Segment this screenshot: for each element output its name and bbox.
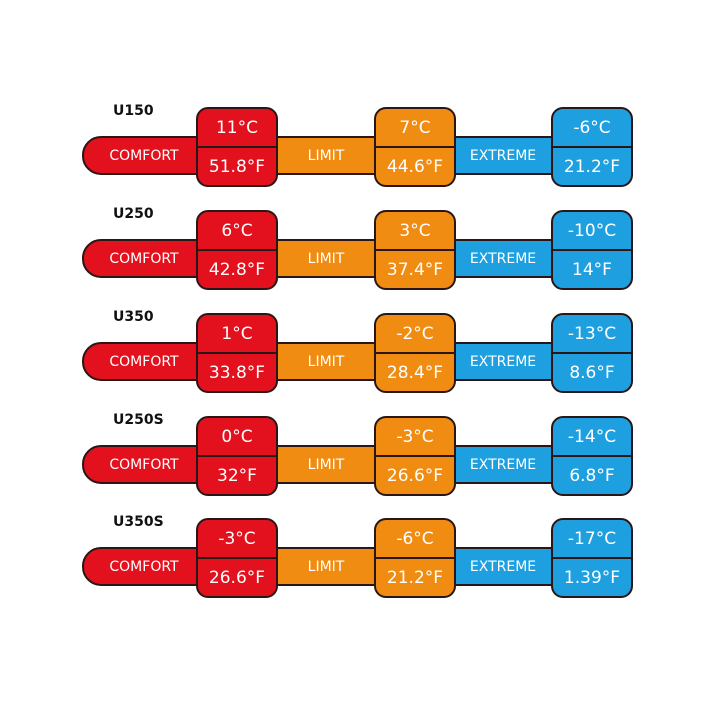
model-label: U250 [113, 206, 154, 222]
limit-fahrenheit: 26.6°F [386, 466, 444, 486]
comfort-fahrenheit: 32°F [217, 466, 257, 486]
comfort-celsius: 0°C [198, 418, 276, 457]
comfort-fahrenheit: 42.8°F [208, 260, 266, 280]
extreme-temperature-box: -14°C 6.8°F [551, 416, 633, 496]
extreme-fahrenheit: 21.2°F [563, 157, 621, 177]
comfort-temperature-box: 6°C 42.8°F [196, 210, 278, 290]
comfort-zone-bar: COMFORT [82, 342, 206, 381]
rating-row: U250S COMFORT LIMIT EXTREME 0°C 32°F -3°C 2… [0, 412, 720, 506]
extreme-celsius: -17°C [553, 520, 631, 559]
extreme-temperature-box: -13°C 8.6°F [551, 313, 633, 393]
extreme-celsius: -13°C [553, 315, 631, 354]
comfort-zone-bar: COMFORT [82, 136, 206, 175]
comfort-celsius: 11°C [198, 109, 276, 148]
comfort-fahrenheit: 26.6°F [208, 568, 266, 588]
extreme-zone-bar: EXTREME [453, 136, 553, 175]
model-label: U150 [113, 103, 154, 119]
comfort-zone-bar: COMFORT [82, 239, 206, 278]
limit-zone-bar: LIMIT [276, 342, 376, 381]
extreme-temperature-box: -17°C 1.39°F [551, 518, 633, 598]
extreme-temperature-box: -10°C 14°F [551, 210, 633, 290]
limit-temperature-box: -6°C 21.2°F [374, 518, 456, 598]
extreme-fahrenheit: 6.8°F [569, 466, 615, 486]
extreme-celsius: -6°C [553, 109, 631, 148]
extreme-fahrenheit: 14°F [572, 260, 612, 280]
limit-temperature-box: 7°C 44.6°F [374, 107, 456, 187]
comfort-zone-bar: COMFORT [82, 445, 206, 484]
extreme-celsius: -10°C [553, 212, 631, 251]
rating-row: U350S COMFORT LIMIT EXTREME -3°C 26.6°F -6°… [0, 514, 720, 608]
model-label: U250S [113, 412, 164, 428]
limit-fahrenheit: 44.6°F [386, 157, 444, 177]
limit-celsius: -3°C [376, 418, 454, 457]
limit-zone-bar: LIMIT [276, 239, 376, 278]
limit-fahrenheit: 37.4°F [386, 260, 444, 280]
extreme-zone-bar: EXTREME [453, 445, 553, 484]
limit-fahrenheit: 21.2°F [386, 568, 444, 588]
extreme-zone-bar: EXTREME [453, 239, 553, 278]
limit-celsius: -6°C [376, 520, 454, 559]
extreme-fahrenheit: 1.39°F [563, 568, 621, 588]
comfort-zone-bar: COMFORT [82, 547, 206, 586]
limit-temperature-box: 3°C 37.4°F [374, 210, 456, 290]
extreme-temperature-box: -6°C 21.2°F [551, 107, 633, 187]
comfort-fahrenheit: 33.8°F [208, 363, 266, 383]
model-label: U350S [113, 514, 164, 530]
limit-zone-bar: LIMIT [276, 445, 376, 484]
extreme-zone-bar: EXTREME [453, 547, 553, 586]
model-label: U350 [113, 309, 154, 325]
rating-row: U150 COMFORT LIMIT EXTREME 11°C 51.8°F 7°C … [0, 103, 720, 197]
limit-celsius: 7°C [376, 109, 454, 148]
limit-zone-bar: LIMIT [276, 547, 376, 586]
limit-temperature-box: -3°C 26.6°F [374, 416, 456, 496]
rating-row: U350 COMFORT LIMIT EXTREME 1°C 33.8°F -2°C … [0, 309, 720, 403]
comfort-temperature-box: 1°C 33.8°F [196, 313, 278, 393]
rating-row: U250 COMFORT LIMIT EXTREME 6°C 42.8°F 3°C 3… [0, 206, 720, 300]
extreme-zone-bar: EXTREME [453, 342, 553, 381]
limit-zone-bar: LIMIT [276, 136, 376, 175]
limit-fahrenheit: 28.4°F [386, 363, 444, 383]
comfort-temperature-box: 11°C 51.8°F [196, 107, 278, 187]
comfort-temperature-box: -3°C 26.6°F [196, 518, 278, 598]
comfort-celsius: 1°C [198, 315, 276, 354]
limit-temperature-box: -2°C 28.4°F [374, 313, 456, 393]
extreme-fahrenheit: 8.6°F [569, 363, 615, 383]
comfort-fahrenheit: 51.8°F [208, 157, 266, 177]
comfort-celsius: 6°C [198, 212, 276, 251]
limit-celsius: 3°C [376, 212, 454, 251]
comfort-temperature-box: 0°C 32°F [196, 416, 278, 496]
limit-celsius: -2°C [376, 315, 454, 354]
comfort-celsius: -3°C [198, 520, 276, 559]
extreme-celsius: -14°C [553, 418, 631, 457]
